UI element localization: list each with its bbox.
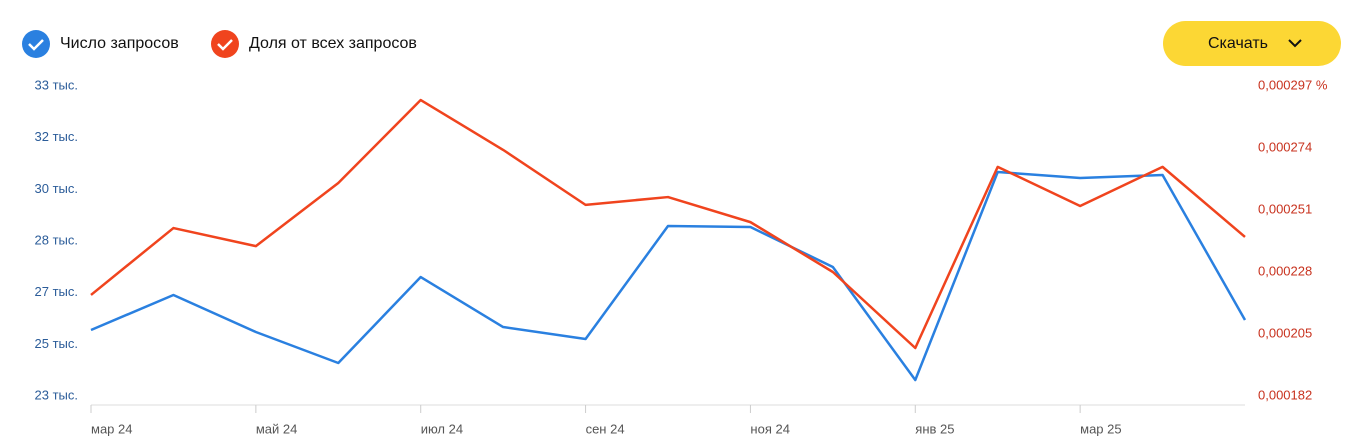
y2-tick-label: 0,000274	[1258, 139, 1312, 154]
check-mark[interactable]	[28, 39, 44, 51]
download-button[interactable]: Скачать	[1163, 21, 1341, 66]
y2-tick-label: 0,000182	[1258, 387, 1312, 402]
y-tick-label: 23 тыс.	[35, 387, 78, 402]
legend-label[interactable]: Число запросов	[60, 35, 179, 52]
legend-item[interactable]: Доля от всех запросов	[211, 30, 417, 58]
legend-item[interactable]: Число запросов	[22, 30, 179, 58]
y2-tick-label: 0,000228	[1258, 263, 1312, 278]
x-tick-label: янв 25	[915, 421, 954, 436]
chevron[interactable]	[1288, 39, 1302, 48]
y2-tick-label: 0,000251	[1258, 201, 1312, 216]
button-bg[interactable]	[1163, 21, 1341, 66]
x-tick-label: мар 24	[91, 421, 132, 436]
y-tick-label: 25 тыс.	[35, 336, 78, 351]
y-tick-label: 32 тыс.	[35, 129, 78, 144]
y-tick-label: 33 тыс.	[35, 77, 78, 92]
y-tick-label: 30 тыс.	[35, 181, 78, 196]
legend-check[interactable]	[22, 30, 50, 58]
y2-tick-label: 0,000297 %	[1258, 77, 1328, 92]
x-tick-label: ноя 24	[750, 421, 790, 436]
check-mark[interactable]	[217, 39, 233, 51]
x-tick-label: май 24	[256, 421, 298, 436]
y2-tick-label: 0,000205	[1258, 325, 1312, 340]
legend-check[interactable]	[211, 30, 239, 58]
y-tick-label: 28 тыс.	[35, 232, 78, 247]
legend-label[interactable]: Доля от всех запросов	[249, 35, 417, 52]
series-line	[90, 98, 1246, 350]
x-tick-label: июл 24	[421, 421, 463, 436]
x-tick-label: мар 25	[1080, 421, 1121, 436]
button-label[interactable]: Скачать	[1208, 35, 1268, 52]
x-tick-label: сен 24	[586, 421, 625, 436]
series-line	[90, 170, 1247, 382]
y-tick-label: 27 тыс.	[35, 284, 78, 299]
